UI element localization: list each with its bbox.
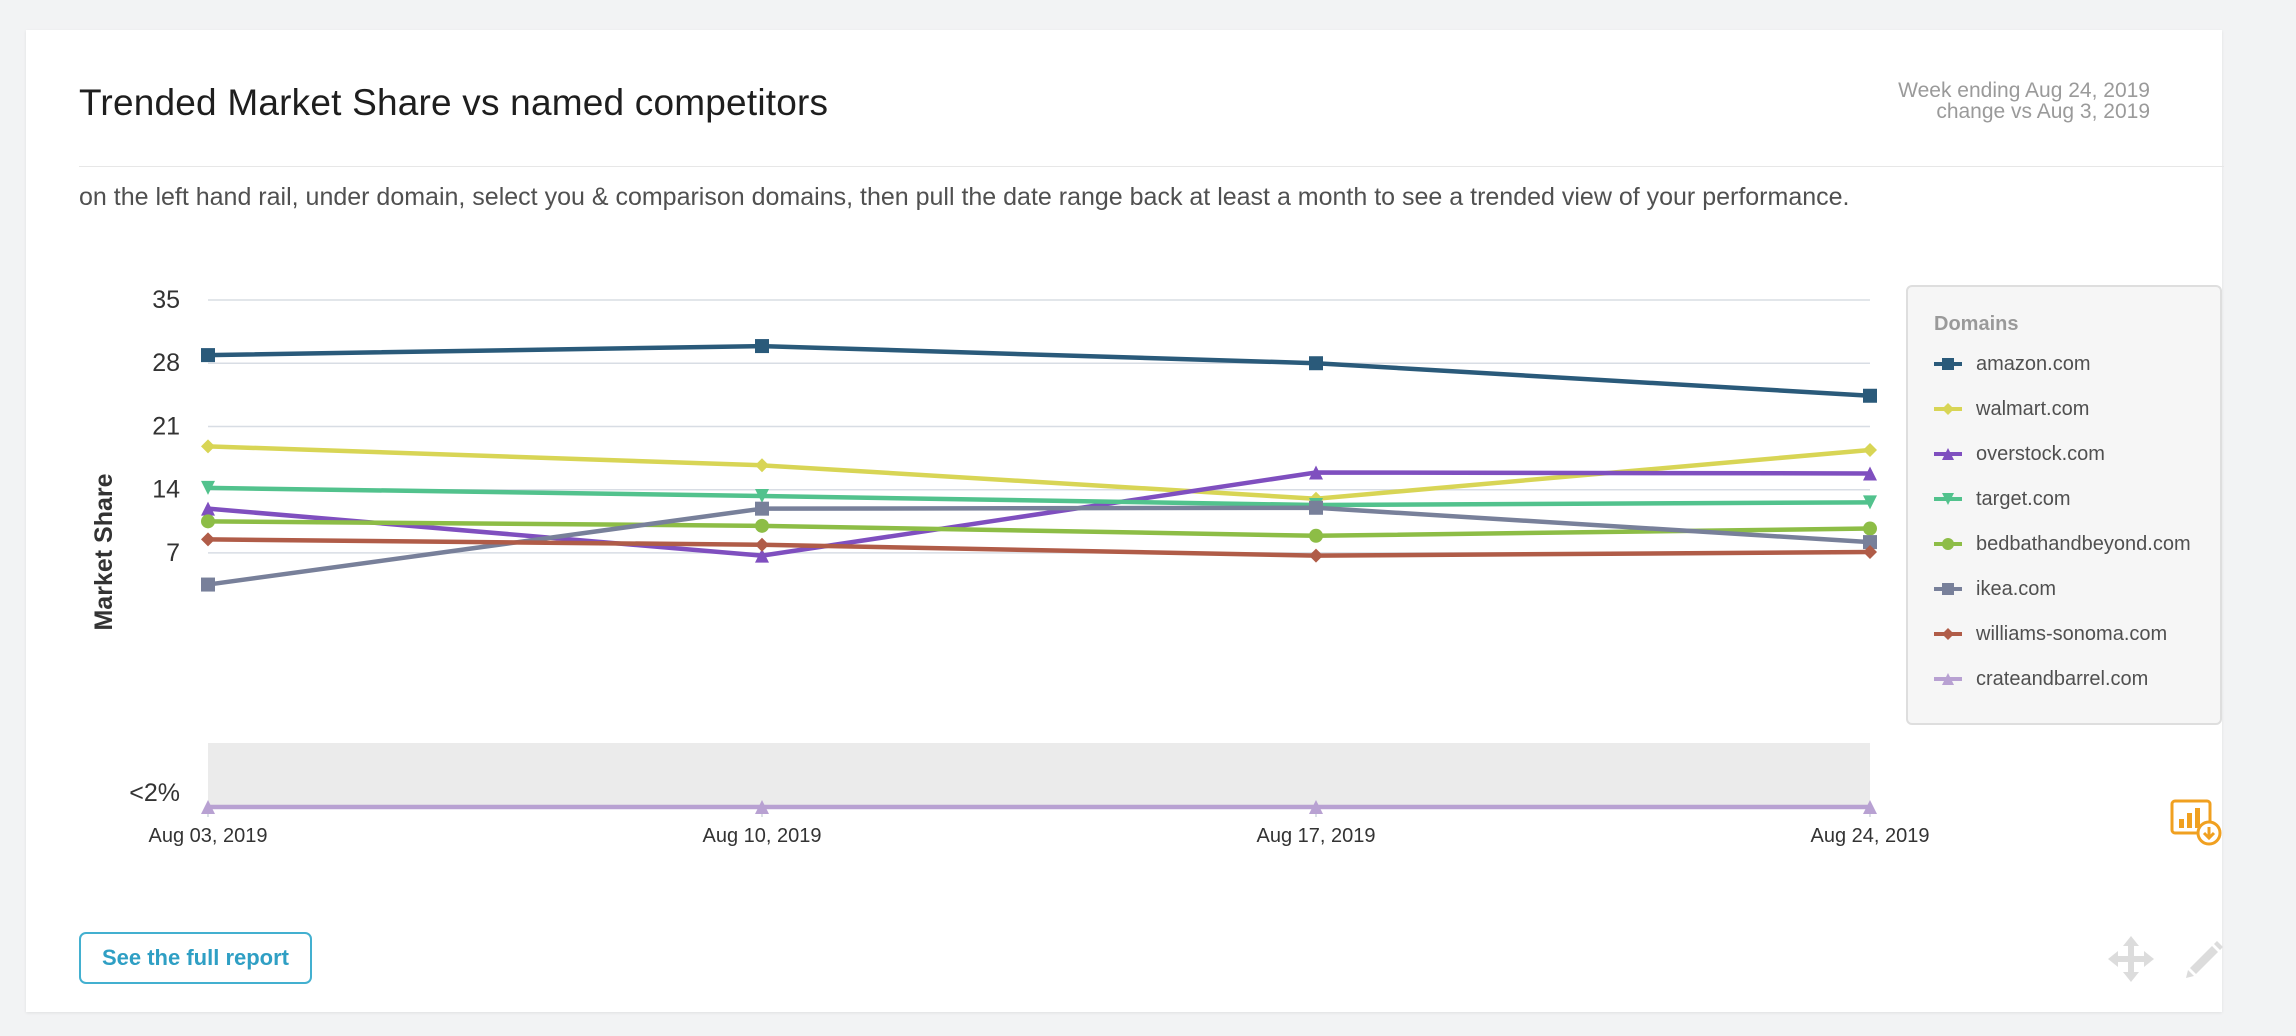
x-tick-label: Aug 03, 2019 [149,825,268,847]
data-point-overstock-com [201,501,215,516]
legend-item-crateandbarrel-com[interactable]: crateandbarrel.com [1934,664,2148,694]
below-threshold-band [208,743,1870,807]
y-tick-label: 21 [152,412,180,440]
data-point-target-com [755,489,769,504]
data-point-williams-sonoma-com [755,537,769,552]
data-point-walmart-com [755,458,769,473]
data-point-target-com [201,480,215,495]
data-point-overstock-com [755,548,769,563]
y-tick-label: 7 [166,539,180,567]
data-point-amazon-com [1863,388,1877,403]
data-point-williams-sonoma-com [1309,548,1323,563]
legend-swatch [1934,403,1962,415]
data-point-ikea-com [1309,500,1323,515]
series-crateandbarrel-com [201,800,1877,814]
move-icon[interactable] [2108,936,2154,987]
series-amazon-com [201,339,1877,403]
legend-item-overstock-com[interactable]: overstock.com [1934,439,2105,469]
legend-swatch [1934,448,1962,460]
y-tick-label: 14 [152,476,180,504]
series-target-com [201,480,1877,513]
series-ikea-com [201,500,1877,592]
data-point-amazon-com [1309,356,1323,371]
domains-legend: Domains amazon.com walmart.com overstock.c… [1906,285,2222,725]
data-point-bedbathandbeyond-com [755,518,769,533]
legend-swatch [1934,628,1962,640]
data-point-crateandbarrel-com [1309,800,1323,814]
series-bedbathandbeyond-com [201,514,1877,543]
y-axis-title: Market Share [90,473,118,630]
legend-label: ikea.com [1976,577,2057,600]
data-point-crateandbarrel-com [1863,800,1877,814]
x-tick-label: Aug 10, 2019 [703,825,822,847]
data-point-overstock-com [1309,465,1323,480]
market-share-line-chart: 35 28 21 14 7 <2% Aug 03, 2019 Aug 10, 2019 Aug … [90,286,1930,847]
card-title: Trended Market Share vs named competitor… [79,82,829,123]
series-line-williams-sonoma-com [207,537,1871,558]
data-point-walmart-com [1863,442,1877,457]
data-point-ikea-com [201,577,215,592]
data-point-bedbathandbeyond-com [1863,521,1877,536]
legend-item-target-com[interactable]: target.com [1934,484,2070,514]
x-tick-label: Aug 17, 2019 [1257,825,1376,847]
period-info: Week ending Aug 24, 2019 change vs Aug 3… [1898,80,2150,122]
week-ending-label: Week ending Aug 24, 2019 [1898,79,2150,102]
data-point-bedbathandbeyond-com [1309,528,1323,543]
legend-item-amazon-com[interactable]: amazon.com [1934,349,2091,379]
legend-swatch [1934,358,1962,370]
data-point-crateandbarrel-com [201,800,215,814]
legend-swatch [1934,583,1962,595]
legend-label: bedbathandbeyond.com [1976,532,2191,555]
data-point-walmart-com [201,439,215,454]
series-line-overstock-com [207,470,1871,558]
legend-label: williams-sonoma.com [1976,622,2168,645]
legend-item-walmart-com[interactable]: walmart.com [1934,394,2089,424]
legend-swatch [1934,673,1962,685]
legend-item-bedbathandbeyond-com[interactable]: bedbathandbeyond.com [1934,529,2191,559]
see-full-report-button[interactable]: See the full report [79,932,312,984]
data-point-amazon-com [755,339,769,354]
data-point-ikea-com [1863,535,1877,550]
series-line-amazon-com [207,343,1871,398]
title-divider [79,166,2224,167]
data-point-ikea-com [755,501,769,516]
legend-swatch [1934,538,1962,550]
series-williams-sonoma-com [201,532,1877,563]
data-point-amazon-com [201,348,215,363]
data-point-williams-sonoma-com [201,532,215,547]
y-tick-label: 35 [152,286,180,314]
series-line-target-com [207,485,1871,508]
y-tick-label: 28 [152,349,180,377]
legend-label: target.com [1976,487,2071,510]
series-overstock-com [201,465,1877,563]
legend-swatch [1934,493,1962,505]
edit-pencil-icon[interactable] [2184,940,2224,985]
legend-item-williams-sonoma-com[interactable]: williams-sonoma.com [1934,619,2167,649]
export-chart-icon[interactable] [2170,798,2224,853]
legend-item-ikea-com[interactable]: ikea.com [1934,574,2056,604]
series-line-bedbathandbeyond-com [207,519,1871,539]
legend-label: crateandbarrel.com [1976,667,2149,690]
legend-label: walmart.com [1976,397,2090,420]
data-point-crateandbarrel-com [755,800,769,814]
data-point-bedbathandbeyond-com [201,514,215,529]
legend-label: amazon.com [1976,352,2091,375]
y-tick-label: <2% [129,779,180,807]
legend-label: overstock.com [1976,442,2105,465]
x-tick-label: Aug 24, 2019 [1811,825,1930,847]
data-point-williams-sonoma-com [1863,545,1877,560]
change-vs-label: change vs Aug 3, 2019 [1936,100,2150,123]
data-point-overstock-com [1863,466,1877,481]
description-text: on the left hand rail, under domain, sel… [79,183,1850,211]
market-share-card: Trended Market Share vs named competitor… [26,30,2224,1012]
data-point-target-com [1863,495,1877,510]
series-line-ikea-com [207,505,1871,587]
legend-title: Domains [1934,313,2019,335]
